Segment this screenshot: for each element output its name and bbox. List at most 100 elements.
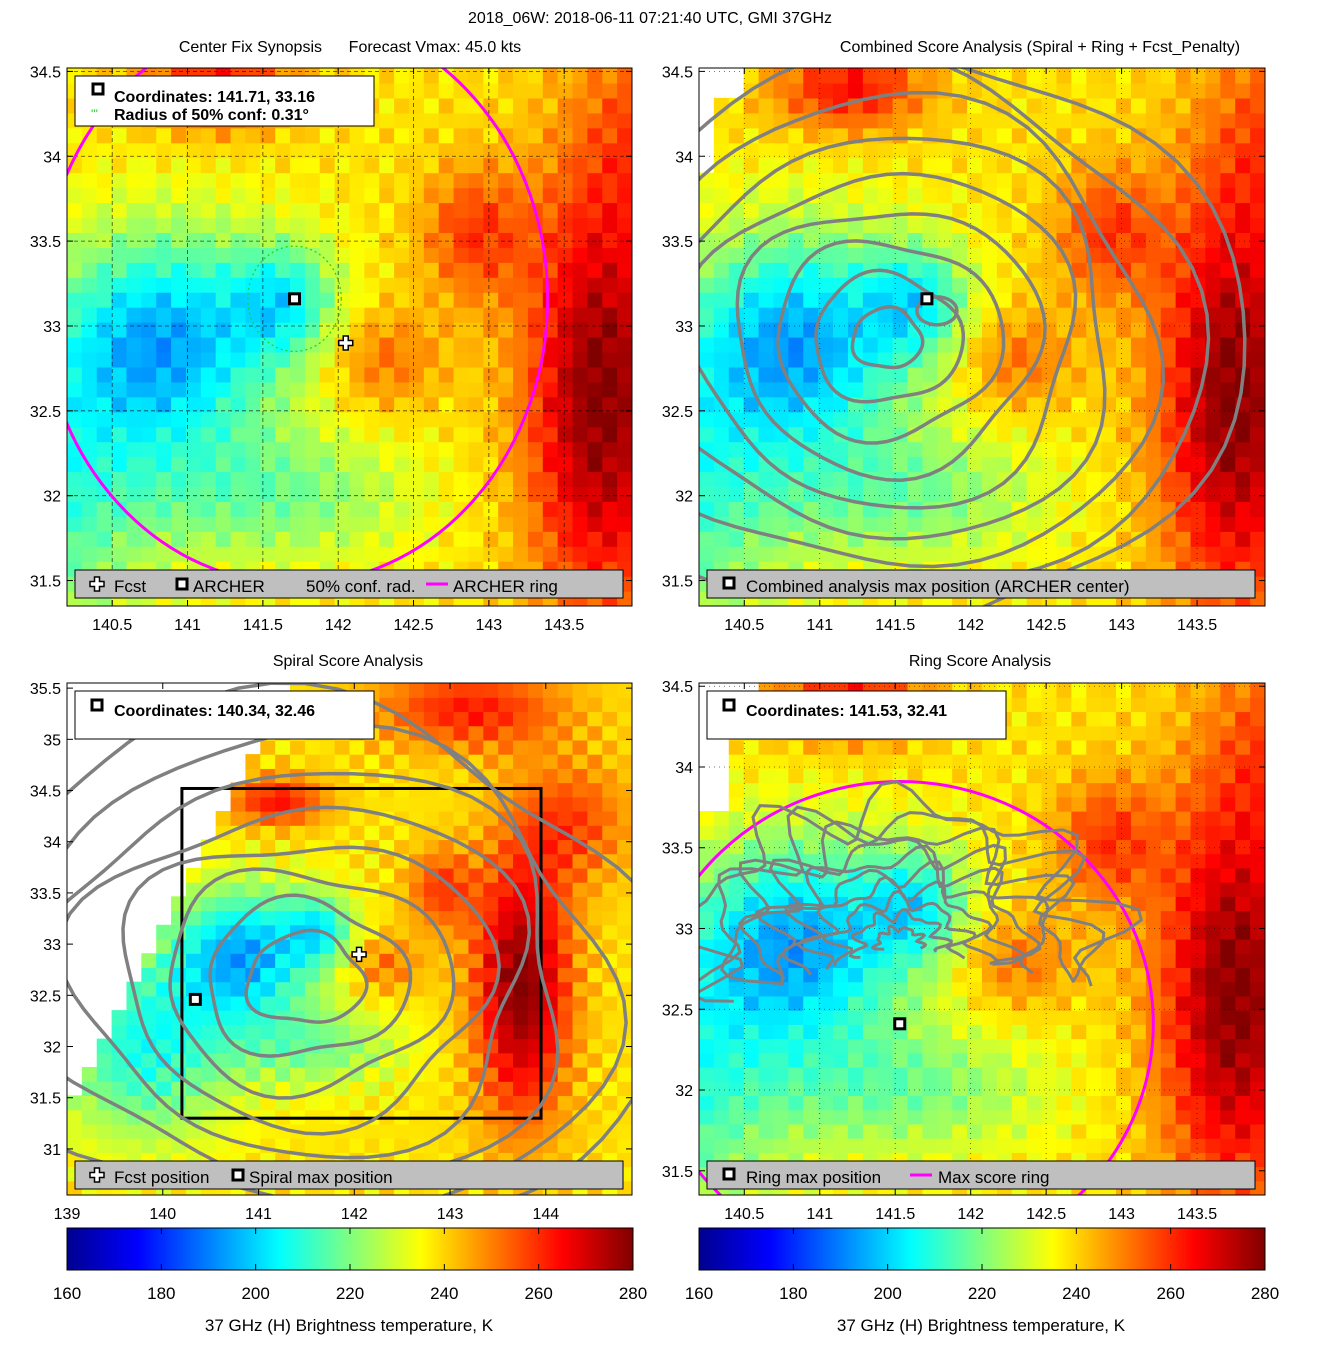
ring-cell <box>862 1081 879 1097</box>
center-fix-cell <box>319 381 336 398</box>
combined-cell <box>1011 292 1028 308</box>
center-fix-cell <box>617 396 632 413</box>
ring-cell <box>1041 939 1058 954</box>
spiral-cell <box>587 953 603 969</box>
combined-cell <box>1160 157 1177 174</box>
center-fix-cell <box>602 142 618 159</box>
center-fix-cell <box>483 262 499 278</box>
center-fix-cell <box>245 516 261 532</box>
center-fix-cell <box>334 262 351 278</box>
combined-cell <box>937 546 953 562</box>
spiral-cell <box>527 768 544 784</box>
center-fix-cell <box>81 322 98 338</box>
spiral-cell <box>215 811 232 826</box>
ring-cell <box>1086 1109 1102 1125</box>
center-fix-cell <box>617 501 632 517</box>
center-fix-cell <box>483 232 499 248</box>
ring-cell <box>1086 981 1102 997</box>
center-fix-cell <box>275 396 291 413</box>
spiral-cell <box>423 1010 440 1025</box>
combined-cell <box>1130 82 1147 99</box>
ring-cell <box>1250 1081 1265 1097</box>
spiral-contour <box>121 845 501 1136</box>
spiral-cell <box>423 882 440 897</box>
spiral-cell <box>349 981 365 997</box>
combined-cell <box>1116 501 1132 517</box>
combined-cell <box>877 426 894 443</box>
center-fix-cell <box>394 97 410 114</box>
ring-cell <box>967 1109 983 1125</box>
center-fix-cell <box>260 262 276 278</box>
spiral-cell <box>483 839 499 855</box>
center-fix-cell <box>171 366 187 383</box>
ring-cell <box>1026 1095 1043 1111</box>
spiral-cell <box>587 1038 603 1054</box>
combined-cell <box>699 546 715 562</box>
center-fix-cell <box>438 351 455 368</box>
spiral-cell <box>171 1123 187 1139</box>
ring-cell <box>862 981 879 997</box>
ring-cell <box>1026 1052 1043 1068</box>
center-fix-cell <box>617 172 632 189</box>
ring-cell <box>1250 967 1265 983</box>
combined-cell <box>1011 172 1028 189</box>
center-fix-cell <box>379 217 395 233</box>
center-fix-cell <box>557 262 574 278</box>
center-fix-cell <box>408 307 425 323</box>
spiral-cell <box>527 1010 544 1025</box>
center-fix-cell <box>498 68 514 84</box>
center-fix-cell <box>498 546 514 562</box>
spiral-cell <box>542 711 559 727</box>
combined-cell <box>788 396 804 413</box>
spiral-cell <box>304 853 321 869</box>
center-fix-cell <box>156 396 172 413</box>
combined-cell <box>773 187 789 204</box>
spiral-xtick-label: 142 <box>341 1206 368 1223</box>
combined-cell <box>803 292 819 308</box>
ring-cell <box>1250 1024 1265 1040</box>
spiral-cell <box>334 981 351 997</box>
spiral-cell <box>319 754 336 769</box>
ring-cell <box>1205 867 1221 883</box>
combined-cell <box>982 441 998 458</box>
combined-cell <box>1205 68 1221 84</box>
center-fix-cell <box>111 426 128 443</box>
center-fix-cell <box>617 516 632 532</box>
spiral-cell <box>498 1052 514 1068</box>
center-fix-cell <box>319 546 336 562</box>
center-fix-cell <box>587 411 603 428</box>
spiral-cell <box>200 910 217 926</box>
combined-cell <box>1175 277 1192 293</box>
combined-cell <box>1026 97 1043 114</box>
ring-cell <box>833 910 849 926</box>
center-fix-cell <box>602 411 618 428</box>
center-fix-cell <box>542 112 559 129</box>
center-fix-cell <box>319 187 336 204</box>
ring-cell <box>1235 882 1251 897</box>
ring-cell <box>1041 981 1058 997</box>
center-fix-cell <box>617 337 632 353</box>
spiral-cell <box>334 853 351 869</box>
center-fix-cell <box>334 366 351 383</box>
center-fix-cell <box>319 172 336 189</box>
combined-cell <box>1026 68 1043 84</box>
spiral-cell <box>468 811 484 826</box>
spiral-cell <box>334 768 351 784</box>
center-fix-cell <box>275 217 291 233</box>
center-fix-cell <box>394 396 410 413</box>
combined-cell <box>758 426 775 443</box>
ring-cell <box>788 1010 804 1025</box>
spiral-cell <box>542 939 559 954</box>
spiral-cell <box>513 725 529 741</box>
ring-cell <box>1071 1081 1087 1097</box>
ring-cell <box>1056 1138 1072 1153</box>
combined-cell <box>1086 366 1102 383</box>
combined-cell <box>1235 411 1251 428</box>
center-fix-cell <box>349 232 365 248</box>
combined-cell <box>1145 531 1162 547</box>
spiral-cell <box>542 1095 559 1111</box>
ring-cell <box>982 939 998 954</box>
combined-cell <box>1220 381 1236 398</box>
center-fix-cell <box>453 441 470 458</box>
center-fix-cell <box>587 232 603 248</box>
